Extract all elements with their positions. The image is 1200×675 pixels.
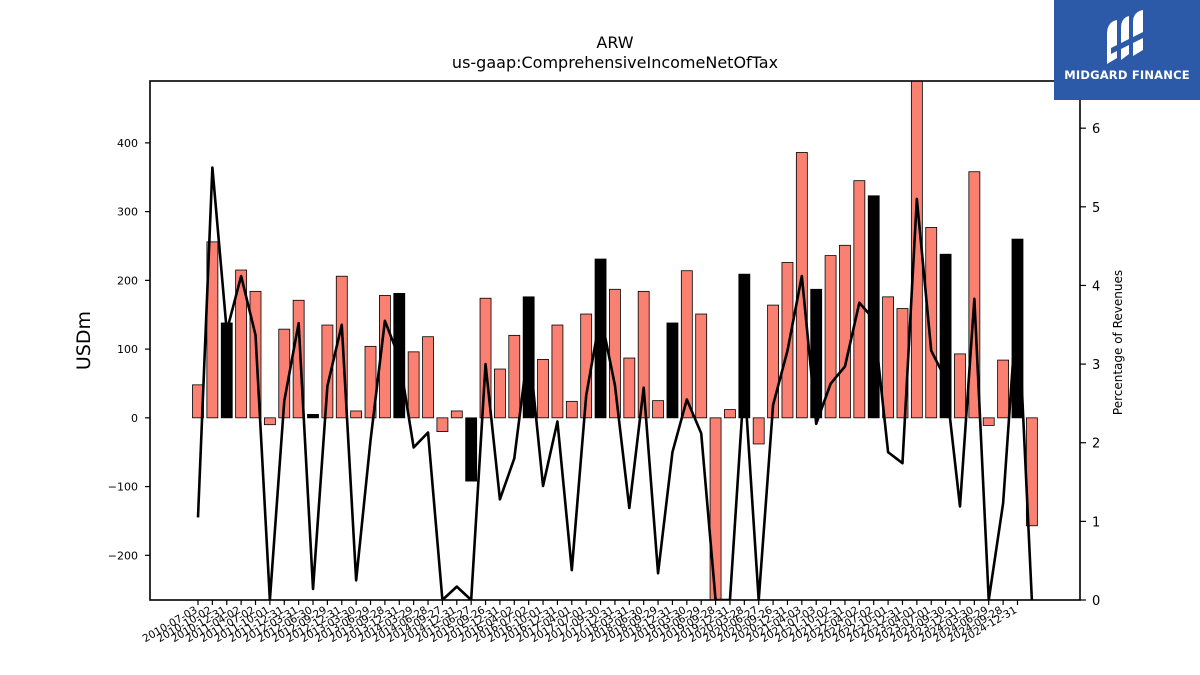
bar xyxy=(853,180,866,419)
bar xyxy=(220,322,233,419)
y2-tick-label: 3 xyxy=(1092,358,1100,373)
y-tick-label: 200 xyxy=(117,274,138,287)
y-tick-label: −200 xyxy=(108,549,138,562)
bar xyxy=(321,324,334,419)
bar xyxy=(364,345,377,419)
bar xyxy=(350,410,363,419)
bar xyxy=(752,417,765,445)
chart-subtitle: us-gaap:ComprehensiveIncomeNetOfTax xyxy=(452,53,778,72)
brand-name: MIDGARD FINANCE xyxy=(1064,68,1190,82)
axes-layer: −200−100010020030040001234562010-07-0320… xyxy=(108,80,1100,645)
bar xyxy=(824,255,837,419)
bar xyxy=(968,171,981,419)
bar xyxy=(997,359,1010,419)
bar xyxy=(479,297,492,419)
brand-logo: MIDGARD FINANCE xyxy=(1054,0,1200,100)
chart-title: ARW xyxy=(596,33,633,52)
bar xyxy=(450,410,463,419)
y2-tick-label: 4 xyxy=(1092,279,1100,294)
y-tick-label: 0 xyxy=(131,412,138,425)
bar xyxy=(407,351,420,419)
y-tick-label: 100 xyxy=(117,343,138,356)
bar xyxy=(954,353,966,419)
bar xyxy=(925,227,938,419)
bar xyxy=(695,313,708,419)
bar xyxy=(867,195,880,419)
bar xyxy=(551,324,564,419)
y-tick-label: 300 xyxy=(117,206,138,219)
bar xyxy=(307,413,319,419)
y2-tick-label: 0 xyxy=(1092,594,1100,609)
bar xyxy=(465,417,478,482)
bar xyxy=(565,400,578,419)
bar xyxy=(263,417,276,426)
bar xyxy=(508,334,521,419)
y-tick-label: −100 xyxy=(108,481,138,494)
bar xyxy=(738,273,751,419)
bar xyxy=(494,368,506,419)
bar xyxy=(422,336,434,419)
bar xyxy=(522,296,535,419)
bar xyxy=(839,244,851,419)
bar xyxy=(709,417,722,600)
bar xyxy=(609,288,621,419)
midgard-logo-icon xyxy=(1107,10,1147,64)
bar xyxy=(623,357,636,419)
bar xyxy=(235,269,248,419)
bar xyxy=(666,322,679,419)
bar xyxy=(436,417,449,432)
bar xyxy=(652,400,664,419)
bar xyxy=(882,296,894,419)
bar xyxy=(810,288,823,419)
bar xyxy=(939,253,952,419)
y2-tick-label: 5 xyxy=(1092,201,1100,216)
line-layer xyxy=(196,166,1034,600)
bar xyxy=(537,359,549,419)
bar xyxy=(680,270,693,419)
y-tick-label: 400 xyxy=(117,137,138,150)
y2-tick-label: 1 xyxy=(1092,515,1100,530)
bar xyxy=(724,409,736,419)
y2-axis-label: Percentage of Revenues xyxy=(1111,270,1125,415)
y-axis-label: USDm xyxy=(73,311,95,370)
bar xyxy=(1011,238,1024,419)
bar xyxy=(637,290,650,419)
y2-tick-label: 6 xyxy=(1092,122,1100,137)
y2-tick-label: 2 xyxy=(1092,437,1100,452)
bar xyxy=(982,417,995,426)
bars-layer xyxy=(192,81,1038,600)
percentage-line xyxy=(196,166,1034,600)
bar xyxy=(781,262,794,419)
